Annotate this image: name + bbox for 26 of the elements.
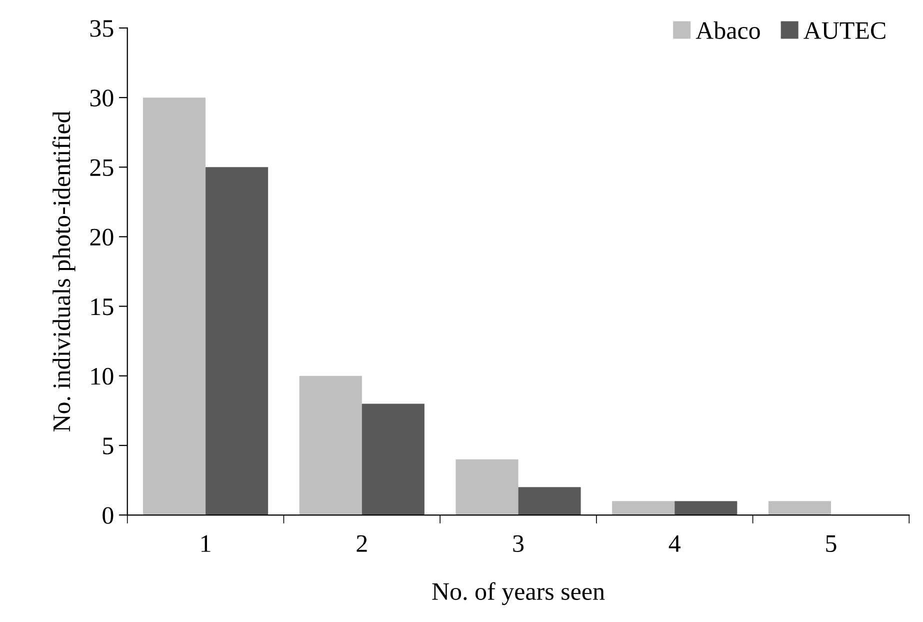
y-tick-label: 10 <box>91 368 114 385</box>
y-tick-label: 30 <box>90 90 114 106</box>
x-tick-label: 1 <box>202 535 210 552</box>
bar <box>143 98 206 516</box>
bar <box>362 404 424 516</box>
y-tick-label: 35 <box>90 20 114 37</box>
x-axis-title: No. of years seen <box>432 582 605 606</box>
y-tick-label: 15 <box>91 298 114 316</box>
x-tick-label: 2 <box>356 535 367 552</box>
x-tick-label: 3 <box>513 535 524 552</box>
bar <box>768 501 831 516</box>
legend-label: AUTEC <box>804 22 886 40</box>
bar <box>299 376 362 516</box>
bar <box>206 167 268 516</box>
legend-label: Abaco <box>696 21 760 40</box>
y-tick-label: 20 <box>90 228 114 246</box>
y-tick-label: 0 <box>102 507 114 524</box>
y-tick-label: 25 <box>90 159 114 176</box>
y-tick-label: 5 <box>103 438 114 454</box>
bar <box>612 501 675 516</box>
bar <box>456 459 518 516</box>
bar <box>518 487 581 516</box>
x-tick-label: 5 <box>826 535 836 552</box>
x-tick-label: 4 <box>668 535 680 552</box>
y-axis-title: No. individuals photo-identified <box>52 111 76 432</box>
bar <box>674 501 738 516</box>
